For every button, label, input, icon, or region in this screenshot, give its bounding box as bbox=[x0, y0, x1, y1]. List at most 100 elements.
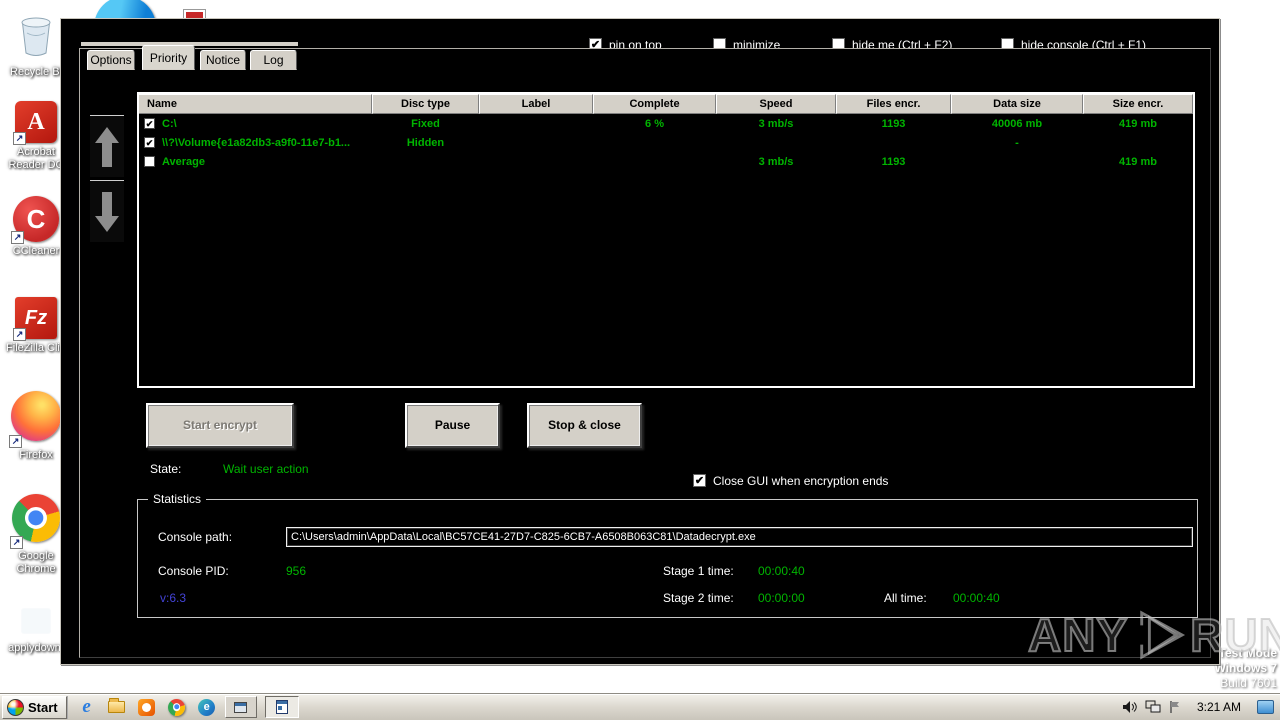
cell-name: \\?\Volume{e1a82db3-a9f0-11e7-b1... bbox=[162, 136, 351, 149]
start-encrypt-label: Start encrypt bbox=[182, 418, 258, 432]
network-icon[interactable] bbox=[1145, 700, 1161, 714]
column-header[interactable]: Files encr. bbox=[836, 94, 951, 114]
column-header[interactable]: Label bbox=[479, 94, 593, 114]
checkbox-icon[interactable] bbox=[693, 474, 706, 488]
cell-size-encr: 419 mb bbox=[1119, 117, 1157, 130]
filezilla-icon: Fz ↗ bbox=[13, 297, 57, 341]
taskbar: Start e e 3:21 AM bbox=[0, 693, 1280, 720]
table-row[interactable]: Average 3 mb/s 1193 419 mb bbox=[139, 152, 1193, 171]
column-header[interactable]: Size encr. bbox=[1083, 94, 1193, 114]
console-path-input[interactable] bbox=[286, 527, 1193, 547]
arrow-down-icon bbox=[95, 191, 119, 232]
pause-button[interactable]: Pause bbox=[405, 403, 500, 448]
shortcut-arrow-icon: ↗ bbox=[13, 132, 26, 145]
desktop-icon-firefox[interactable]: ↗ Firefox bbox=[0, 391, 72, 462]
cell-complete: 6 % bbox=[645, 117, 664, 130]
app-window-icon bbox=[234, 701, 248, 713]
encryptor-window: pin on top minimize hide me (Ctrl + F2) … bbox=[60, 18, 1220, 665]
tabstrip-edge bbox=[81, 42, 298, 46]
column-header[interactable]: Data size bbox=[951, 94, 1083, 114]
system-tray: 3:21 AM bbox=[1122, 700, 1280, 714]
desktop-icon-filezilla[interactable]: Fz ↗ FileZilla Clie bbox=[0, 297, 72, 355]
explorer-folder-icon[interactable] bbox=[107, 697, 127, 717]
cell-name: Average bbox=[162, 155, 206, 168]
tab-label: Notice bbox=[205, 53, 240, 67]
priority-down-button[interactable] bbox=[90, 180, 124, 242]
desktop-icon-applydown[interactable]: applydown. bbox=[0, 608, 72, 655]
arrow-up-icon bbox=[95, 126, 119, 167]
cell-speed: 3 mb/s bbox=[758, 155, 794, 168]
disk-table: Name Disc type Label Complete Speed File… bbox=[137, 92, 1195, 388]
tab-options[interactable]: Options bbox=[87, 50, 135, 70]
desktop-icon-acrobat[interactable]: A ↗ Acrobat Reader DC bbox=[0, 101, 72, 172]
desktop-icon-label: Recycle Bi bbox=[10, 66, 62, 78]
stop-close-button[interactable]: Stop & close bbox=[527, 403, 642, 448]
tab-priority[interactable]: Priority bbox=[142, 45, 195, 70]
chrome-taskbar-icon[interactable] bbox=[167, 697, 187, 717]
test-mode-text: Test Mode Windows 7 Build 7601 bbox=[1214, 646, 1277, 690]
stage1-value: 00:00:40 bbox=[758, 564, 805, 578]
taskbar-app-button-active[interactable] bbox=[264, 696, 299, 718]
taskbar-app-button[interactable] bbox=[224, 696, 257, 718]
watermark-any: ANY bbox=[1027, 608, 1129, 662]
column-header[interactable]: Disc type bbox=[372, 94, 479, 114]
tab-log[interactable]: Log bbox=[250, 50, 297, 70]
taskbar-clock[interactable]: 3:21 AM bbox=[1196, 700, 1241, 714]
watermark-run: RUN bbox=[1189, 608, 1280, 662]
shortcut-arrow-icon: ↗ bbox=[11, 231, 24, 244]
desktop-icon-label: Google Chrome bbox=[16, 550, 56, 575]
tab-label: Options bbox=[90, 53, 132, 67]
cell-data-size: 40006 mb bbox=[991, 117, 1043, 130]
desktop-icon-label: Firefox bbox=[19, 449, 53, 461]
priority-up-button[interactable] bbox=[90, 115, 124, 177]
pause-label: Pause bbox=[434, 418, 471, 432]
table-row[interactable]: \\?\Volume{e1a82db3-a9f0-11e7-b1... Hidd… bbox=[139, 133, 1193, 152]
column-header[interactable]: Name bbox=[139, 94, 372, 114]
stage2-label: Stage 2 time: bbox=[663, 591, 734, 605]
version-text: v:6.3 bbox=[160, 591, 187, 605]
anyrun-logo-icon bbox=[1140, 610, 1186, 660]
console-pid-label: Console PID: bbox=[158, 564, 229, 578]
edge-taskbar-icon[interactable]: e bbox=[197, 697, 217, 717]
start-label: Start bbox=[28, 699, 58, 715]
media-player-icon[interactable] bbox=[137, 697, 157, 717]
stage2-value: 00:00:00 bbox=[758, 591, 805, 605]
desktop-icon-chrome[interactable]: ↗ Google Chrome bbox=[0, 494, 72, 576]
start-button[interactable]: Start bbox=[2, 695, 67, 719]
desktop-icon-label: Acrobat Reader DC bbox=[8, 146, 64, 171]
close-gui-checkbox[interactable]: Close GUI when encryption ends bbox=[693, 472, 888, 490]
column-header[interactable]: Complete bbox=[593, 94, 716, 114]
desktop-icon-ccleaner[interactable]: C ↗ CCleaner bbox=[0, 196, 72, 258]
state-label: State: bbox=[150, 462, 182, 476]
volume-icon[interactable] bbox=[1122, 700, 1137, 714]
internet-explorer-icon[interactable]: e bbox=[82, 696, 91, 717]
tab-notice[interactable]: Notice bbox=[200, 50, 246, 70]
stage1-label: Stage 1 time: bbox=[663, 564, 734, 578]
anyrun-watermark: ANY RUN bbox=[1027, 608, 1280, 662]
start-encrypt-button[interactable]: Start encrypt bbox=[146, 403, 294, 448]
row-checkbox[interactable] bbox=[144, 137, 155, 148]
statistics-title: Statistics bbox=[148, 492, 207, 506]
action-center-flag-icon[interactable] bbox=[1169, 700, 1181, 714]
all-time-label: All time: bbox=[884, 591, 927, 605]
column-header[interactable]: Speed bbox=[716, 94, 836, 114]
tab-label: Log bbox=[263, 53, 284, 67]
row-checkbox[interactable] bbox=[144, 118, 155, 129]
cell-size-encr: 419 mb bbox=[1119, 155, 1157, 168]
show-desktop-button[interactable] bbox=[1257, 700, 1274, 714]
app-document-icon bbox=[275, 700, 288, 714]
recycle-bin-icon bbox=[14, 14, 58, 63]
cell-files-encr: 1193 bbox=[881, 155, 906, 168]
desktop-icon-label: CCleaner bbox=[12, 245, 60, 257]
cell-files-encr: 1193 bbox=[881, 117, 906, 130]
table-row[interactable]: C:\ Fixed 6 % 3 mb/s 1193 40006 mb 419 m… bbox=[139, 114, 1193, 133]
desktop-icon-recycle-bin[interactable]: Recycle Bi bbox=[0, 14, 72, 79]
windows-orb-icon bbox=[7, 698, 24, 716]
console-path-label: Console path: bbox=[158, 530, 233, 544]
cell-name: C:\ bbox=[162, 117, 177, 130]
chrome-icon: ↗ bbox=[10, 494, 60, 549]
applydown-icon bbox=[21, 608, 51, 639]
desktop-icon-label: FileZilla Clie bbox=[6, 342, 66, 354]
row-checkbox[interactable] bbox=[144, 156, 155, 167]
